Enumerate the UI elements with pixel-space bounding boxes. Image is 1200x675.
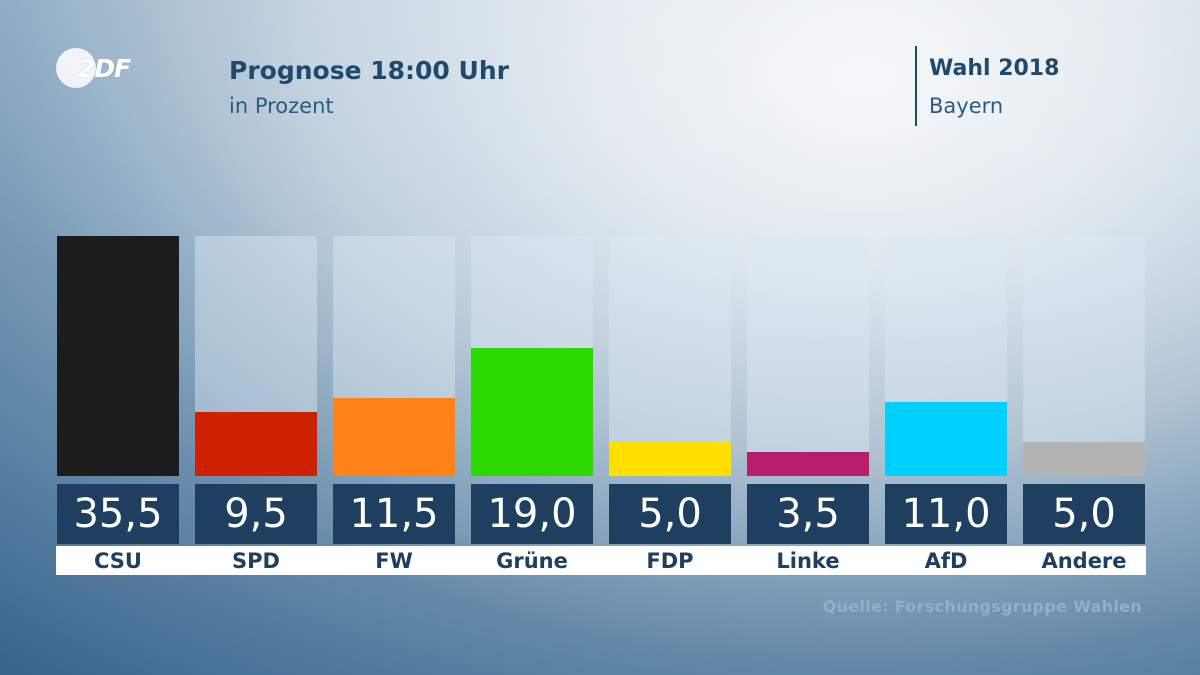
bar-value-csu: 35,5 <box>57 484 179 544</box>
bar-gruene <box>471 348 593 476</box>
bar-value-linke: 3,5 <box>747 484 869 544</box>
bar-label-linke: Linke <box>746 546 870 575</box>
bar-label-fw: FW <box>332 546 456 575</box>
bar-afd <box>885 402 1007 476</box>
bar-value-fw: 11,5 <box>333 484 455 544</box>
chart-title: Prognose 18:00 Uhr <box>229 56 509 85</box>
bar-label-andere: Andere <box>1022 546 1146 575</box>
bar-spd <box>195 412 317 476</box>
bar-track <box>609 236 731 476</box>
bar-label-spd: SPD <box>194 546 318 575</box>
election-region: Bayern <box>929 94 1004 118</box>
bar-value-fdp: 5,0 <box>609 484 731 544</box>
election-title: Wahl 2018 <box>929 56 1060 81</box>
bar-value-andere: 5,0 <box>1023 484 1145 544</box>
bar-value-afd: 11,0 <box>885 484 1007 544</box>
bar-csu <box>57 236 179 476</box>
zdf-logo: 2DF <box>56 48 136 88</box>
logo-circle <box>56 48 96 88</box>
bar-track <box>747 236 869 476</box>
logo-text: 2DF <box>78 54 131 83</box>
bar-fdp <box>609 442 731 476</box>
bar-fw <box>333 398 455 476</box>
bar-label-afd: AfD <box>884 546 1008 575</box>
bar-andere <box>1023 442 1145 476</box>
bar-label-gruene: Grüne <box>470 546 594 575</box>
bar-linke <box>747 452 869 476</box>
bar-value-spd: 9,5 <box>195 484 317 544</box>
bar-label-fdp: FDP <box>608 546 732 575</box>
bar-value-gruene: 19,0 <box>471 484 593 544</box>
source-label: Quelle: Forschungsgruppe Wahlen <box>822 597 1142 616</box>
header-divider <box>915 46 917 126</box>
bar-track <box>1023 236 1145 476</box>
chart-subtitle: in Prozent <box>229 94 334 118</box>
bar-label-csu: CSU <box>56 546 180 575</box>
